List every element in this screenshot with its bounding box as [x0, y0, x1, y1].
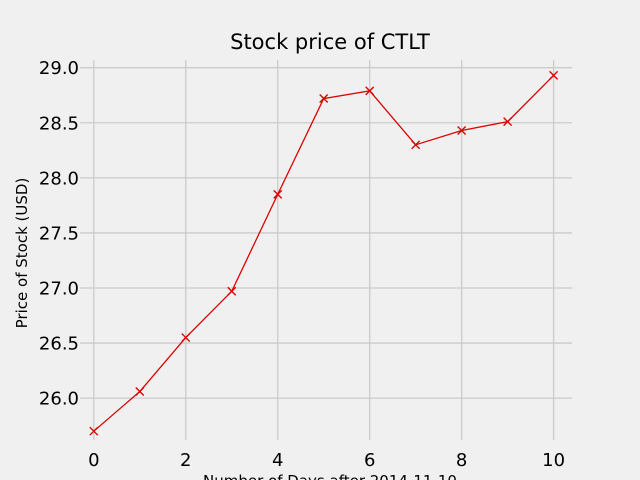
data-point-marker — [549, 70, 559, 80]
y-tick-label: 28.5 — [39, 113, 79, 134]
data-point-marker — [181, 333, 191, 343]
x-tick-label: 4 — [272, 450, 283, 471]
x-tick-label: 8 — [456, 450, 467, 471]
y-tick-label: 27.0 — [39, 279, 79, 300]
data-point-marker — [227, 286, 237, 296]
tick-labels: 0 2 4 6 8 10 26.0 26.5 27.0 27.5 28.0 28.5 29.0 — [39, 58, 565, 471]
data-point-marker — [135, 387, 145, 397]
data-point-marker — [411, 140, 421, 150]
series-line — [93, 74, 555, 432]
y-tick-label: 26.5 — [39, 334, 79, 355]
y-tick-label: 27.5 — [39, 223, 79, 244]
y-tick-label: 26.0 — [39, 389, 79, 410]
chart-title: Stock price of CTLT — [230, 30, 430, 54]
y-tick-label: 29.0 — [39, 58, 79, 79]
x-axis-label: Number of Days after 2014-11-10 — [203, 472, 457, 480]
data-point-marker — [457, 125, 467, 135]
data-point-marker — [89, 426, 99, 436]
x-tick-label: 2 — [180, 450, 191, 471]
y-axis-label: Price of Stock (USD) — [13, 178, 31, 329]
data-point-marker — [319, 94, 329, 104]
y-tick-label: 28.0 — [39, 168, 79, 189]
data-markers — [89, 70, 559, 436]
data-point-marker — [365, 86, 375, 96]
data-point-marker — [273, 189, 283, 199]
x-tick-label: 10 — [542, 450, 565, 471]
x-tick-label: 0 — [88, 450, 99, 471]
data-point-marker — [503, 117, 513, 127]
grid-lines — [80, 60, 572, 440]
x-tick-label: 6 — [364, 450, 375, 471]
